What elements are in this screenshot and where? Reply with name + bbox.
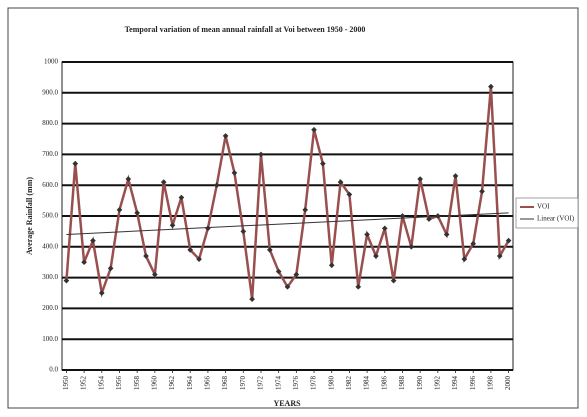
data-point <box>337 179 344 185</box>
x-tick-label: 2000 <box>504 376 512 391</box>
x-tick-label: 1964 <box>186 376 194 391</box>
x-tick-label: 1950 <box>62 376 70 391</box>
data-point <box>169 222 176 229</box>
data-point <box>452 173 459 179</box>
data-point <box>479 188 485 195</box>
data-point <box>505 237 512 244</box>
data-point <box>275 268 282 275</box>
y-axis-title: Average Rainfall (mm) <box>25 177 34 255</box>
data-point <box>107 265 114 272</box>
chart-title: Temporal variation of mean annual rainfa… <box>125 25 366 34</box>
data-point <box>488 83 494 90</box>
data-point <box>231 170 238 176</box>
x-tick-label: 1954 <box>97 376 105 391</box>
y-tick-label: 200.0 <box>42 304 58 312</box>
y-tick-label: 800.0 <box>42 119 58 127</box>
data-point <box>390 277 397 284</box>
data-point <box>266 247 273 253</box>
data-point <box>470 240 477 247</box>
data-point <box>81 259 87 266</box>
data-point <box>346 191 353 198</box>
data-point <box>328 262 335 269</box>
data-point <box>178 194 185 201</box>
data-point <box>134 210 140 216</box>
data-point <box>240 228 247 235</box>
trend-line <box>66 212 509 235</box>
x-tick-label: 1998 <box>487 376 495 391</box>
x-tick-label: 1974 <box>274 376 282 391</box>
data-point <box>355 284 362 290</box>
legend-label: Linear (VOI) <box>537 215 575 223</box>
x-tick-label: 1966 <box>204 376 212 391</box>
data-point <box>205 225 211 232</box>
y-tick-label: 300.0 <box>42 273 58 281</box>
data-point <box>125 176 132 182</box>
data-point <box>399 213 406 219</box>
data-point <box>187 247 194 253</box>
x-tick-label: 1956 <box>115 376 123 391</box>
x-tick-label: 1984 <box>363 376 371 391</box>
y-tick-label: 500.0 <box>42 212 58 220</box>
data-point <box>320 160 326 167</box>
data-point <box>222 133 229 139</box>
data-point <box>461 256 468 262</box>
data-point <box>284 284 291 290</box>
x-tick-label: 1986 <box>380 376 388 391</box>
y-tick-label: 1000 <box>44 58 59 66</box>
x-tick-label: 1976 <box>292 376 300 391</box>
x-tick-label: 1958 <box>133 376 141 391</box>
x-tick-label: 1960 <box>150 376 158 391</box>
x-tick-label: 1988 <box>398 376 406 391</box>
data-point <box>381 225 388 232</box>
y-tick-label: 900.0 <box>42 88 58 96</box>
y-tick-label: 100.0 <box>42 335 58 343</box>
data-point <box>293 271 300 278</box>
y-tick-label: 400.0 <box>42 242 58 250</box>
x-tick-label: 1968 <box>221 376 229 391</box>
data-point <box>196 256 202 262</box>
data-point <box>373 253 379 259</box>
data-point <box>152 271 158 278</box>
x-tick-label: 1992 <box>433 376 441 391</box>
data-point <box>408 243 415 250</box>
x-tick-label: 1996 <box>469 376 477 391</box>
y-tick-label: 0.0 <box>49 366 58 374</box>
x-tick-label: 1994 <box>451 376 459 391</box>
data-point <box>302 207 309 213</box>
data-point <box>72 160 79 167</box>
legend-label: VOI <box>537 203 550 211</box>
data-point <box>417 176 423 182</box>
x-tick-label: 1970 <box>239 376 247 391</box>
data-point <box>160 179 167 185</box>
x-axis-title: YEARS <box>273 399 301 408</box>
data-point <box>90 237 96 244</box>
data-point <box>364 231 370 238</box>
data-point <box>258 151 264 158</box>
legend-box <box>515 197 579 229</box>
x-tick-label: 1990 <box>416 376 424 391</box>
data-point <box>63 277 70 284</box>
data-point <box>426 216 432 222</box>
x-tick-label: 1978 <box>310 376 318 391</box>
data-point <box>98 290 105 296</box>
x-tick-label: 1952 <box>80 376 88 391</box>
data-point <box>116 207 123 213</box>
x-tick-label: 1972 <box>257 376 265 391</box>
x-tick-label: 1980 <box>327 376 335 391</box>
x-tick-label: 1982 <box>345 376 353 391</box>
data-point <box>443 231 450 238</box>
y-tick-label: 700.0 <box>42 150 58 158</box>
data-point <box>213 182 220 189</box>
x-tick-label: 1962 <box>168 376 176 391</box>
data-point <box>249 296 255 302</box>
y-tick-label: 600.0 <box>42 181 58 189</box>
